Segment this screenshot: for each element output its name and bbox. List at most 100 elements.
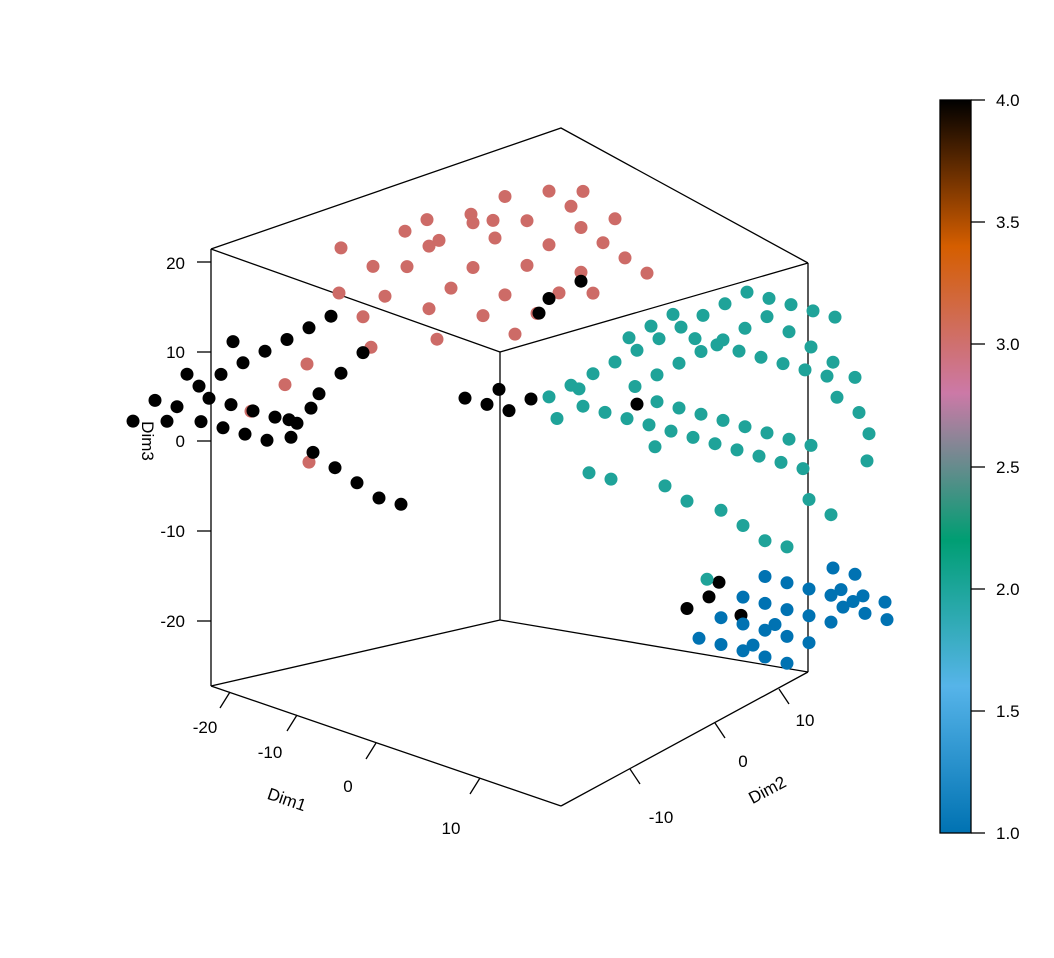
data-point xyxy=(820,369,834,383)
data-point xyxy=(398,224,412,238)
data-point xyxy=(622,331,636,345)
box-inner-right xyxy=(499,619,809,673)
data-point xyxy=(524,392,538,406)
data-point xyxy=(586,286,600,300)
data-point xyxy=(576,399,590,413)
data-point xyxy=(716,333,730,347)
data-point xyxy=(466,216,480,230)
data-point xyxy=(630,397,644,411)
data-point xyxy=(738,321,752,335)
data-point xyxy=(652,332,666,346)
box-bottom-left xyxy=(210,685,562,807)
data-point xyxy=(674,320,688,334)
colorbar-tick-label: 1.5 xyxy=(996,702,1020,721)
data-point xyxy=(758,596,772,610)
colorbar-tick-label: 1.0 xyxy=(996,824,1020,843)
data-point xyxy=(356,346,370,360)
data-point xyxy=(846,595,860,608)
data-point xyxy=(826,561,840,575)
data-point xyxy=(476,309,490,323)
data-point xyxy=(736,644,750,658)
data-point xyxy=(784,298,798,312)
data-point xyxy=(736,519,750,532)
colorbar-tick-label: 2.0 xyxy=(996,580,1020,599)
data-point xyxy=(444,281,458,295)
dim1-tick-label: 0 xyxy=(343,777,352,796)
data-point xyxy=(160,414,174,428)
dim1-tick xyxy=(219,691,231,709)
colorbar-tick-label: 3.0 xyxy=(996,335,1020,354)
data-point xyxy=(532,306,546,320)
data-point xyxy=(708,437,722,451)
dim1-axis xyxy=(219,691,481,795)
data-point xyxy=(826,355,840,369)
data-point xyxy=(768,618,782,631)
data-point xyxy=(824,508,838,522)
data-point xyxy=(746,638,760,652)
data-point xyxy=(366,259,380,273)
data-point xyxy=(550,412,564,425)
data-point xyxy=(334,241,348,255)
data-point xyxy=(280,333,294,346)
dim3-tick-label: 10 xyxy=(166,343,185,362)
data-point xyxy=(334,366,348,380)
data-point xyxy=(564,199,578,213)
data-point xyxy=(776,357,790,371)
data-point xyxy=(806,304,820,318)
data-point xyxy=(226,335,240,349)
dim2-tick xyxy=(629,768,641,785)
data-point xyxy=(650,368,664,382)
data-point xyxy=(782,432,796,446)
data-point xyxy=(762,291,776,305)
data-point xyxy=(224,398,238,412)
data-point xyxy=(758,570,772,583)
data-point xyxy=(644,319,658,333)
dim2-tick xyxy=(714,722,726,739)
data-point xyxy=(520,214,534,228)
data-point xyxy=(780,576,794,590)
dim1-axis-label: Dim1 xyxy=(265,784,309,815)
data-point xyxy=(858,606,872,620)
data-point xyxy=(856,589,870,603)
data-point xyxy=(458,391,472,405)
data-point xyxy=(372,491,386,505)
data-point xyxy=(202,391,216,405)
data-point xyxy=(824,588,838,602)
data-point xyxy=(258,344,272,358)
data-point xyxy=(574,221,588,234)
data-point xyxy=(680,602,694,615)
data-point xyxy=(802,609,816,623)
data-point xyxy=(604,472,618,486)
data-point xyxy=(192,379,206,393)
data-point xyxy=(324,309,338,323)
data-point xyxy=(542,292,556,305)
data-point xyxy=(672,401,686,415)
data-point xyxy=(666,307,680,321)
box-back-top xyxy=(210,127,809,264)
dim1-tick-label: 10 xyxy=(442,819,461,838)
data-point xyxy=(802,582,816,596)
dim2-axis-label: Dim2 xyxy=(745,772,789,807)
data-point xyxy=(488,231,502,245)
data-point xyxy=(486,213,500,227)
data-point xyxy=(430,332,444,346)
data-point xyxy=(278,378,292,392)
data-point xyxy=(804,438,818,452)
data-point xyxy=(302,321,316,335)
data-point xyxy=(628,380,642,393)
data-point xyxy=(686,430,700,444)
data-point xyxy=(304,401,318,415)
data-point xyxy=(356,310,370,324)
data-point xyxy=(780,629,794,643)
data-point xyxy=(598,405,612,419)
data-point xyxy=(238,427,252,441)
dim2-tick-label: -10 xyxy=(649,808,674,827)
dim3-axis xyxy=(197,261,211,622)
data-point xyxy=(694,407,708,421)
data-point xyxy=(642,418,656,432)
dim2-tick-label: 0 xyxy=(738,752,747,771)
data-point xyxy=(268,410,282,424)
plot-box xyxy=(210,127,809,807)
data-point xyxy=(730,443,744,457)
data-point xyxy=(714,638,728,651)
